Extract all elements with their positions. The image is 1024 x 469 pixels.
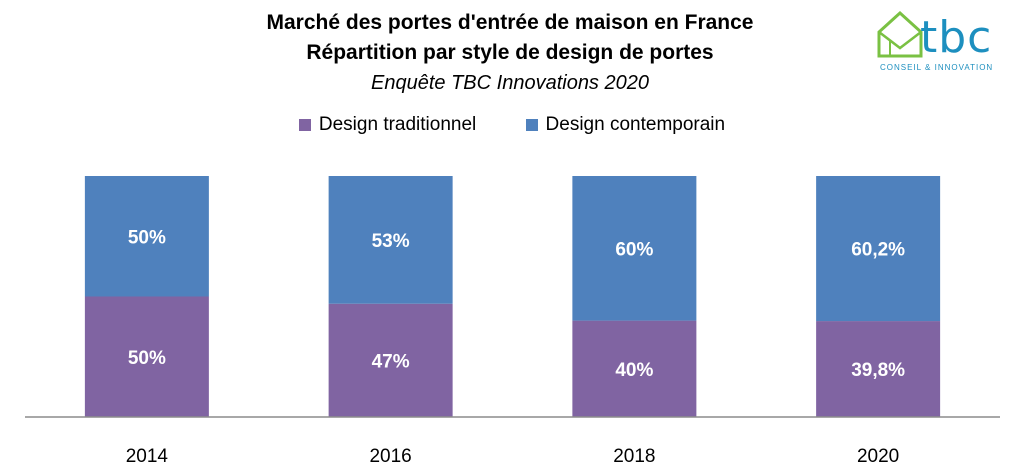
chart-source: Enquête TBC Innovations 2020 bbox=[371, 72, 649, 94]
data-label-traditionnel-2016: 47% bbox=[372, 351, 410, 372]
bar-traditionnel-2016 bbox=[328, 303, 453, 417]
data-label-traditionnel-2018: 40% bbox=[615, 360, 653, 381]
legend-swatch-traditionnel bbox=[298, 119, 311, 131]
chart-titles: Marché des portes d'entrée de maison en … bbox=[130, 8, 890, 98]
legend-label-traditionnel: Design traditionnel bbox=[318, 114, 477, 135]
tbc-logo: tbc CONSEIL & INNOVATION bbox=[876, 10, 1011, 75]
x-tick-label-2014: 2014 bbox=[126, 446, 169, 467]
bar-contemporain-2020 bbox=[816, 176, 941, 322]
x-tick-label-2020: 2020 bbox=[857, 446, 899, 467]
bar-contemporain-2018 bbox=[572, 176, 697, 321]
chart-title: Marché des portes d'entrée de maison en … bbox=[266, 11, 754, 34]
bar-contemporain-2014 bbox=[84, 176, 209, 297]
logo-tagline: CONSEIL & INNOVATION bbox=[880, 63, 994, 72]
house-icon bbox=[877, 10, 923, 58]
data-label-traditionnel-2020: 39,8% bbox=[851, 360, 905, 381]
data-label-contemporain-2014: 50% bbox=[128, 227, 166, 248]
bar-traditionnel-2018 bbox=[572, 320, 697, 417]
bar-traditionnel-2020 bbox=[816, 321, 941, 417]
data-label-contemporain-2020: 60,2% bbox=[851, 240, 905, 261]
bar-traditionnel-2014 bbox=[84, 296, 209, 417]
chart-legend: Design traditionnel Design contemporain bbox=[0, 114, 1024, 137]
x-tick-label-2016: 2016 bbox=[369, 446, 411, 467]
data-label-contemporain-2018: 60% bbox=[615, 239, 653, 260]
legend-swatch-contemporain bbox=[525, 119, 538, 131]
legend-item-traditionnel: Design traditionnel bbox=[298, 114, 477, 136]
bar-contemporain-2016 bbox=[328, 176, 453, 304]
data-label-contemporain-2016: 53% bbox=[372, 231, 410, 252]
data-label-traditionnel-2014: 50% bbox=[128, 348, 166, 369]
x-tick-label-2018: 2018 bbox=[613, 446, 655, 467]
legend-label-contemporain: Design contemporain bbox=[545, 114, 726, 135]
logo-name: tbc bbox=[920, 12, 993, 63]
legend-item-contemporain: Design contemporain bbox=[525, 114, 726, 136]
chart-subtitle: Répartition par style de design de porte… bbox=[306, 41, 714, 64]
